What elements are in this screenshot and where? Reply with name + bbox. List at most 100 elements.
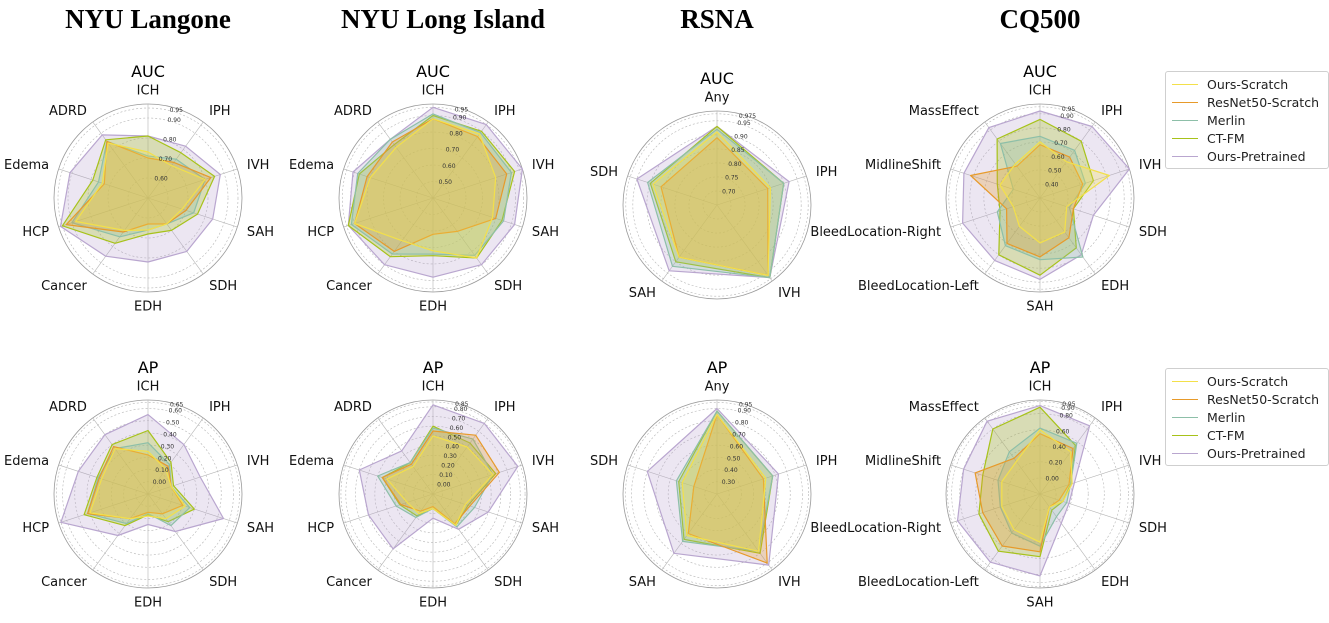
radar-spoke bbox=[58, 493, 149, 524]
axis-category-label: ICH bbox=[137, 380, 160, 395]
axis-category-label: IPH bbox=[209, 104, 230, 119]
metric-title: AP bbox=[423, 358, 444, 377]
radar-chart: 0.30 0.40 0.50 0.60 0.70 0.80 0.900.95 Any IPH IV… bbox=[590, 358, 837, 590]
legend-item: CT-FM bbox=[1172, 129, 1322, 147]
axis-category-label: IVH bbox=[532, 158, 555, 173]
legend-label: Ours-Pretrained bbox=[1207, 148, 1306, 164]
radial-tick-label: 0.85 bbox=[455, 401, 469, 408]
radial-tick-label: 0.00 bbox=[153, 479, 167, 486]
radial-tick-label: 0.50 bbox=[727, 455, 741, 462]
axis-category-label: IVH bbox=[778, 575, 801, 590]
radar-spoke bbox=[1039, 417, 1096, 495]
radar-grid-ring bbox=[646, 134, 788, 276]
radar-spoke bbox=[661, 493, 718, 571]
axis-category-label: SAH bbox=[532, 225, 559, 240]
axis-category-label: Edema bbox=[289, 454, 334, 469]
radar-spoke bbox=[343, 464, 434, 495]
radar-spoke bbox=[432, 197, 523, 228]
legend-label: Ours-Scratch bbox=[1207, 373, 1289, 389]
radar-spoke bbox=[377, 121, 434, 199]
radar-grid-ring bbox=[951, 405, 1129, 583]
dataset-title: CQ500 bbox=[999, 4, 1081, 34]
radial-tick-label: 0.00 bbox=[437, 482, 451, 489]
axis-category-label: HCP bbox=[307, 225, 334, 240]
axis-category-label: SDH bbox=[494, 279, 522, 294]
radar-spoke bbox=[58, 197, 149, 228]
legend-label: Ours-Scratch bbox=[1207, 76, 1289, 92]
axis-category-label: EDH bbox=[134, 300, 162, 315]
series-polygon bbox=[687, 414, 768, 564]
radial-tick-label: 0.30 bbox=[444, 453, 458, 460]
radar-grid-ring bbox=[366, 131, 500, 265]
legend-item: Ours-Pretrained bbox=[1172, 147, 1322, 165]
dataset-title: NYU Long Island bbox=[340, 4, 546, 34]
radial-tick-label: 0.80 bbox=[735, 420, 749, 427]
series-polygon bbox=[969, 144, 1084, 258]
metric-title: AUC bbox=[131, 62, 165, 81]
legend-item: ResNet50-Scratch bbox=[1172, 93, 1322, 111]
radar-spoke bbox=[1039, 121, 1096, 199]
radar-grid-ring bbox=[655, 432, 779, 556]
radial-tick-label: 0.70 bbox=[446, 147, 460, 154]
axis-category-label: IVH bbox=[778, 286, 801, 301]
radar-grid-ring bbox=[123, 469, 173, 519]
metric-title: AP bbox=[138, 358, 159, 377]
radial-tick-label: 0.10 bbox=[439, 472, 453, 479]
legend-auc: Ours-Scratch ResNet50-Scratch Merlin CT-… bbox=[1165, 71, 1329, 169]
radial-tick-label: 0.60 bbox=[450, 425, 464, 432]
radar-spoke bbox=[377, 417, 434, 495]
radial-tick-label: 0.40 bbox=[163, 431, 177, 438]
metric-title: AP bbox=[1030, 358, 1051, 377]
radial-tick-label: 0.40 bbox=[724, 467, 738, 474]
axis-category-label: MassEffect bbox=[909, 104, 979, 119]
radial-tick-label: 0.90 bbox=[1061, 405, 1075, 412]
radar-grid-ring bbox=[341, 106, 525, 290]
radial-tick-label: 0.70 bbox=[452, 415, 466, 422]
axis-category-label: ICH bbox=[137, 84, 160, 99]
axis-category-label: Any bbox=[705, 380, 730, 395]
radar-spoke bbox=[950, 493, 1041, 524]
radar-spoke bbox=[627, 175, 718, 206]
radial-tick-label: 0.60 bbox=[1056, 428, 1070, 435]
radar-spoke bbox=[92, 197, 149, 275]
axis-category-label: Cancer bbox=[41, 279, 87, 294]
legend-swatch bbox=[1172, 434, 1198, 436]
radial-tick-label: 0.60 bbox=[730, 443, 744, 450]
axis-category-label: Edema bbox=[289, 158, 334, 173]
series-polygon bbox=[681, 414, 767, 552]
radar-spoke bbox=[147, 197, 238, 228]
radial-tick-label: 0.95 bbox=[1062, 106, 1076, 113]
radar-chart: 0.00 0.20 0.40 0.60 0.800.900.95 ICH IPH IVH SDH… bbox=[810, 358, 1167, 611]
axis-category-label: ICH bbox=[1029, 84, 1052, 99]
radial-tick-label: 0.65 bbox=[170, 402, 184, 409]
axis-category-label: IPH bbox=[816, 165, 837, 180]
radar-spoke bbox=[1039, 464, 1130, 495]
axis-category-label: SDH bbox=[209, 575, 237, 590]
axis-category-label: ICH bbox=[422, 380, 445, 395]
radial-tick-label: 0.20 bbox=[158, 455, 172, 462]
legend-item: Ours-Pretrained bbox=[1172, 444, 1322, 462]
axis-category-label: SAH bbox=[629, 575, 656, 590]
axis-category-label: IPH bbox=[494, 400, 515, 415]
radial-tick-label: 0.20 bbox=[1049, 460, 1063, 467]
legend-swatch bbox=[1172, 137, 1198, 139]
series-polygon bbox=[59, 134, 221, 263]
radial-tick-label: 0.50 bbox=[1048, 168, 1062, 175]
axis-category-label: IPH bbox=[1101, 400, 1122, 415]
radial-tick-label: 0.50 bbox=[448, 434, 462, 441]
radar-spoke bbox=[716, 464, 807, 495]
radial-tick-label: 0.70 bbox=[159, 156, 173, 163]
series-polygon bbox=[1001, 429, 1073, 543]
metric-title: AUC bbox=[700, 69, 734, 88]
radar-spoke bbox=[716, 204, 773, 282]
radial-tick-label: 0.95 bbox=[455, 107, 469, 114]
legend-item: Ours-Scratch bbox=[1172, 372, 1322, 390]
axis-category-label: HCP bbox=[307, 521, 334, 536]
axis-category-label: IVH bbox=[532, 454, 555, 469]
radar-spoke bbox=[432, 168, 523, 199]
radar-spoke bbox=[716, 175, 807, 206]
radar-grid-ring bbox=[969, 127, 1111, 269]
radial-tick-label: 0.90 bbox=[1060, 113, 1074, 120]
radar-spoke bbox=[432, 493, 523, 524]
axis-category-label: ADRD bbox=[334, 104, 372, 119]
